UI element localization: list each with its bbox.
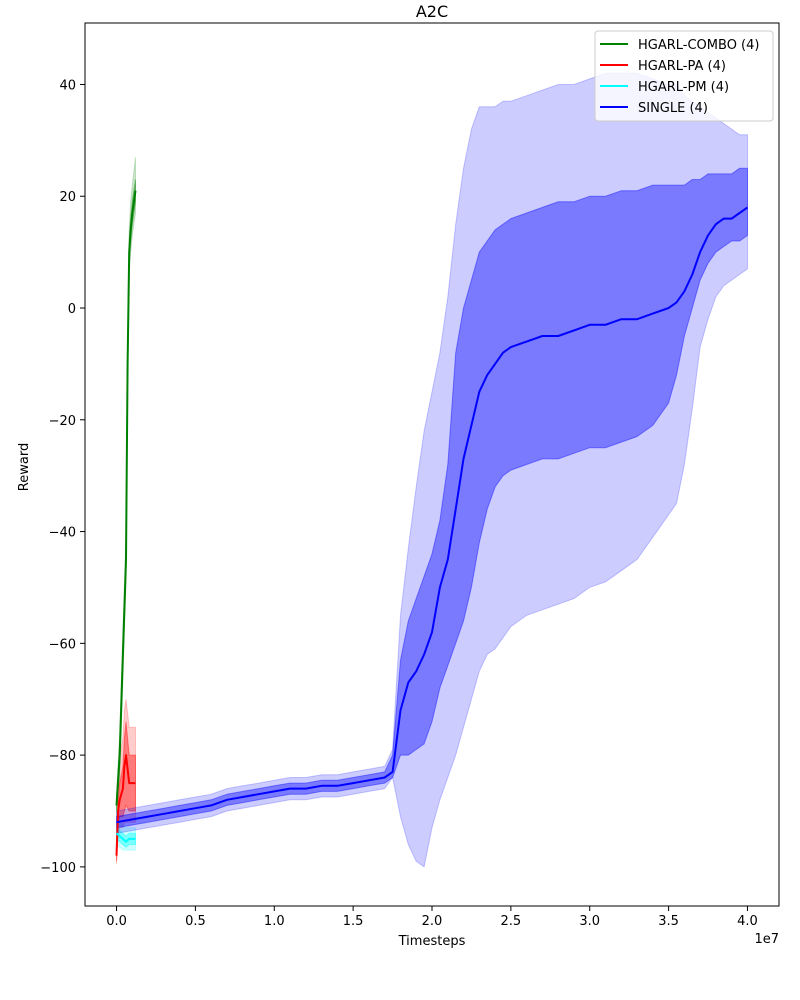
hgarl-pm-4-outer-band xyxy=(116,814,136,851)
x-tick-label: 3.5 xyxy=(658,914,679,929)
legend: HGARL-COMBO (4) HGARL-PA (4) HGARL-PM (4) S… xyxy=(594,30,774,122)
y-axis-label: Reward xyxy=(17,443,32,491)
legend-label: HGARL-PA (4) xyxy=(638,59,726,74)
y-tick-label: 40 xyxy=(59,78,76,93)
hgarl-pa-4-line xyxy=(115,754,136,856)
x-tick-label: 2.5 xyxy=(501,914,522,929)
legend-label: HGARL-COMBO (4) xyxy=(638,38,759,53)
y-axis: −100 −80 −60 −40 −20 0 20 40 xyxy=(40,78,85,876)
hgarl-pa-4-inner-band xyxy=(116,721,136,862)
x-tick-label: 1.0 xyxy=(264,914,285,929)
y-tick-label: −20 xyxy=(49,414,76,429)
single-4-line xyxy=(116,206,749,824)
y-tick-label: −60 xyxy=(49,637,76,652)
x-tick-label: 4.0 xyxy=(737,914,758,929)
series-lines xyxy=(115,190,749,856)
y-tick-label: −80 xyxy=(49,749,76,764)
x-axis-offset-label: 1e7 xyxy=(754,932,779,947)
x-tick-label: 0.0 xyxy=(106,914,127,929)
x-axis: 0.0 0.5 1.0 1.5 2.0 2.5 3.0 3.5 4.0 xyxy=(106,906,758,929)
chart-title: A2C xyxy=(416,2,448,21)
y-tick-label: −40 xyxy=(49,526,76,541)
legend-label: HGARL-PM (4) xyxy=(638,80,729,95)
y-tick-label: −100 xyxy=(40,861,76,876)
legend-label: SINGLE (4) xyxy=(638,101,708,116)
x-tick-label: 3.0 xyxy=(579,914,600,929)
hgarl-pm-4-line xyxy=(115,832,136,843)
y-tick-label: 20 xyxy=(59,190,76,205)
legend-box xyxy=(594,30,774,122)
single-4-outer-band xyxy=(116,72,748,868)
y-tick-label: 0 xyxy=(68,302,76,317)
single-4-inner-band xyxy=(116,167,748,829)
confidence-bands xyxy=(116,72,748,868)
hgarl-combo-4-line xyxy=(115,190,137,806)
x-tick-label: 1.5 xyxy=(343,914,364,929)
hgarl-pa-4-outer-band xyxy=(116,699,136,865)
x-tick-label: 2.0 xyxy=(422,914,443,929)
x-tick-label: 0.5 xyxy=(185,914,206,929)
hgarl-pm-4-inner-band xyxy=(116,826,136,848)
x-axis-label: Timesteps xyxy=(398,934,466,949)
